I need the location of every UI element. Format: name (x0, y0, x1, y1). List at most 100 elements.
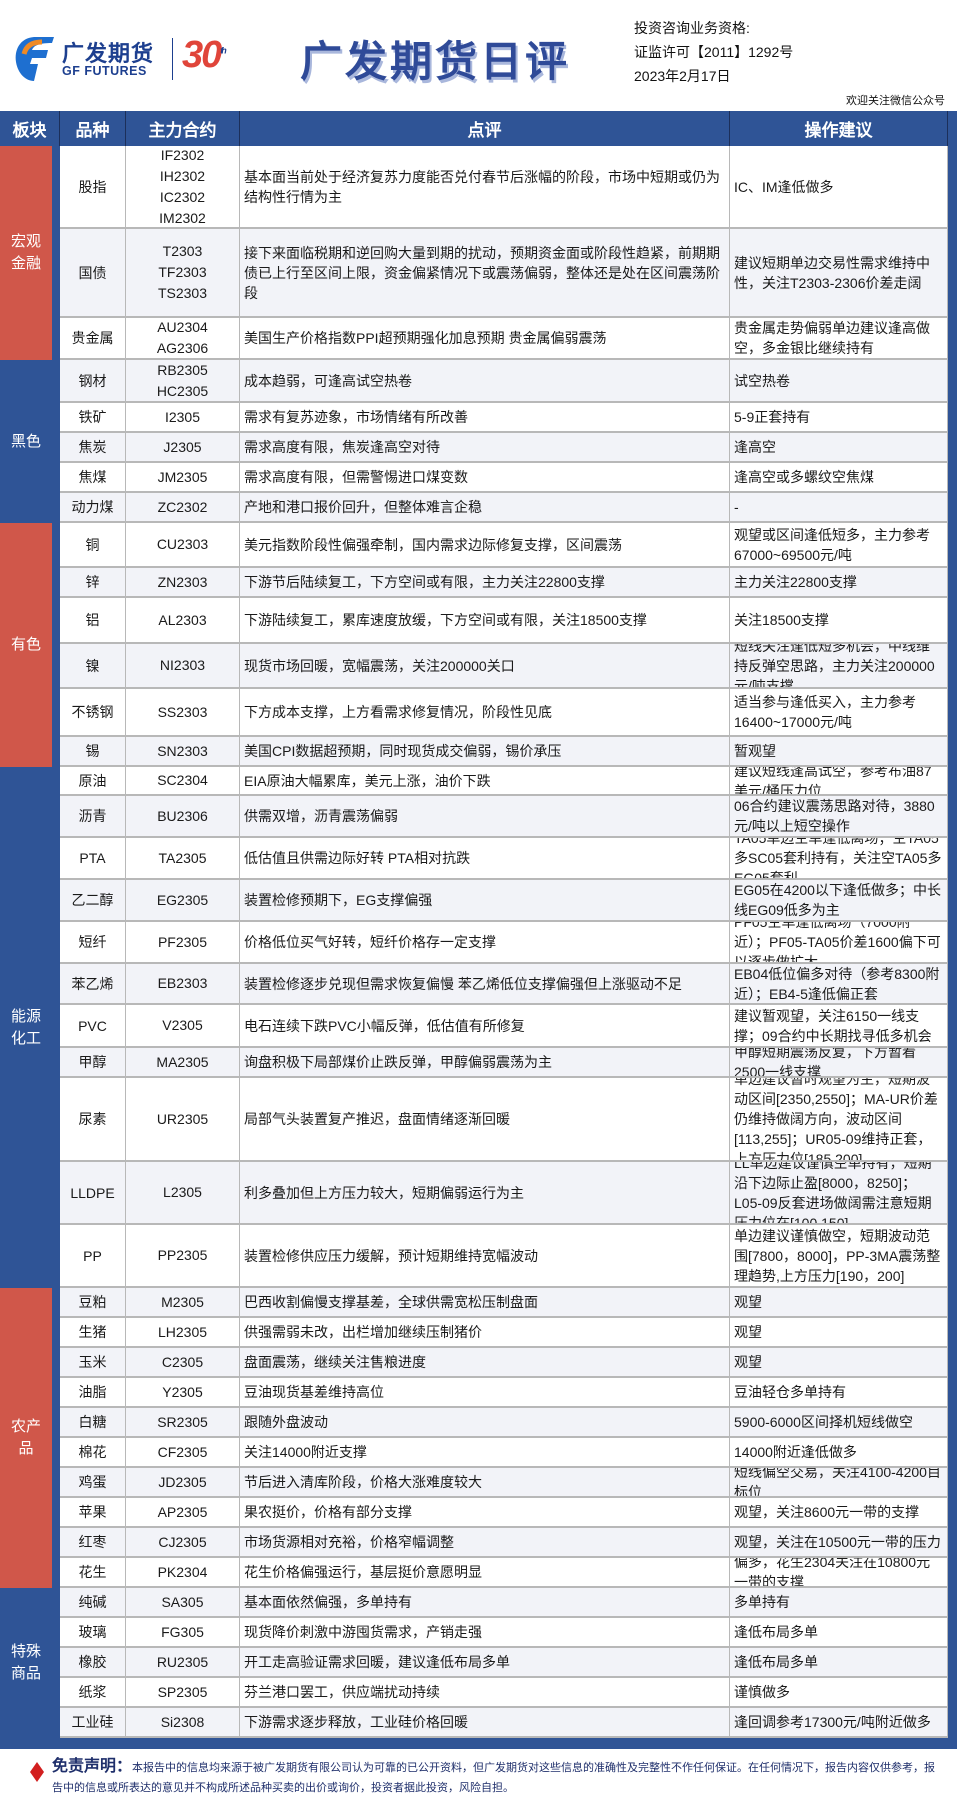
contract-cell: SN2303 (126, 737, 240, 767)
contract-code: ZC2302 (157, 498, 208, 515)
comment-text: 基本面当前处于经济复苏力度能否兑付春节后涨幅的阶段，市场中短期或仍为结构性行情为… (244, 168, 720, 205)
advice-cell: 短线关注逢低短多机会，中线维持反弹空思路，主力关注200000元/吨支撑 (730, 644, 948, 689)
comment-cell: 果农挺价，价格有部分支撑 (240, 1498, 730, 1528)
variety-cell: 国债 (60, 229, 126, 318)
variety-cell: 短纤 (60, 922, 126, 964)
comment-cell: 供强需弱未改，出栏增加继续压制猪价 (240, 1318, 730, 1348)
advice-text: 豆油轻仓多单持有 (734, 1384, 846, 1400)
advice-cell: - (730, 493, 948, 523)
comment-cell: 花生价格偏强运行，基层挺价意愿明显 (240, 1558, 730, 1588)
variety-cell: 锡 (60, 737, 126, 767)
contract-cell: FG305 (126, 1618, 240, 1648)
advice-cell: 06合约建议震荡思路对待，3880元/吨以上短空操作 (730, 796, 948, 838)
contract-code: LH2305 (157, 1323, 208, 1340)
comment-text: 开工走高验证需求回暖，建议逢低布局多单 (244, 1654, 510, 1670)
contract-cell: CF2305 (126, 1438, 240, 1468)
contract-cell: JD2305 (126, 1468, 240, 1498)
comment-text: 现货市场回暖，宽幅震荡，关注200000关口 (244, 657, 515, 674)
comment-cell: 现货降价刺激中游囤货需求，产销走强 (240, 1618, 730, 1648)
advice-text: LL单边建议谨慎空单持有，短期沿下边际止盈[8000，8250]；L05-09反… (734, 1162, 932, 1225)
contract-cell: UR2305 (126, 1078, 240, 1162)
contract-cell: SR2305 (126, 1408, 240, 1438)
contract-cell: ZC2302 (126, 493, 240, 523)
comment-cell: 成本趋弱，可逢高试空热卷 (240, 360, 730, 403)
sector-cell: 特殊商品 (0, 1588, 52, 1738)
sector-cell: 能源化工 (0, 767, 52, 1288)
contract-cell: MA2305 (126, 1048, 240, 1078)
variety-cell: 鸡蛋 (60, 1468, 126, 1498)
variety-cell: 动力煤 (60, 493, 126, 523)
qualification-label: 投资咨询业务资格: (634, 20, 750, 36)
advice-cell: 观望，关注在10500元一带的压力 (730, 1528, 948, 1558)
advice-cell: 偏多，花生2304关注在10800元一带的支撑 (730, 1558, 948, 1588)
comment-text: 供需双增，沥青震荡偏弱 (244, 808, 398, 824)
advice-text: 主力关注22800支撑 (734, 574, 857, 590)
comment-text: 市场货源相对充裕，价格窄幅调整 (244, 1534, 454, 1550)
contract-cell: SS2303 (126, 689, 240, 737)
advice-cell: 逢低布局多单 (730, 1648, 948, 1678)
variety-cell: 原油 (60, 767, 126, 796)
contract-code: V2305 (162, 1017, 203, 1033)
comment-text: 局部气头装置复产推迟，盘面情绪逐渐回暖 (244, 1111, 510, 1127)
contract-code: TA2305 (158, 849, 207, 866)
contract-code: I2305 (164, 408, 201, 425)
contract-code: J2305 (163, 438, 202, 455)
variety-cell: 纸浆 (60, 1678, 126, 1708)
comment-text: 需求高度有限，焦炭逢高空对待 (244, 439, 440, 455)
anniversary-badge: 30th (182, 34, 227, 76)
advice-cell: 短线偏空交易，关注4100-4200目标位 (730, 1468, 948, 1498)
variety-cell: 豆粕 (60, 1288, 126, 1318)
contract-code: AP2305 (157, 1503, 208, 1520)
advice-text: 单边建议暂时观望为主，短期波动区间[2350,2550]；MA-UR价差仍维持做… (734, 1078, 938, 1162)
advice-text: 5900-6000区间择机短线做空 (734, 1414, 913, 1430)
variety-cell: 沥青 (60, 796, 126, 838)
comment-text: 盘面震荡，继续关注售粮进度 (244, 1354, 426, 1370)
gf-logo-icon (15, 37, 54, 81)
disclaimer: 免责声明：本报告中的信息均来源于被广发期货有限公司认为可靠的已公开资料，但广发期… (52, 1757, 942, 1798)
contract-code: IM2302 (159, 209, 206, 226)
comment-cell: 芬兰港口罢工，供应端扰动持续 (240, 1678, 730, 1708)
comment-text: 装置检修供应压力缓解，预计短期维持宽幅波动 (244, 1247, 538, 1264)
comment-text: 询盘积极下局部煤价止跌反弹，甲醇偏弱震荡为主 (244, 1054, 552, 1070)
comment-text: 利多叠加但上方压力较大，短期偏弱运行为主 (244, 1184, 524, 1201)
comment-text: 接下来面临税期和逆回购大量到期的扰动，预期资金面或阶段性趋紧，前期期债已上行至区… (244, 244, 720, 301)
comment-cell: 盘面震荡，继续关注售粮进度 (240, 1348, 730, 1378)
advice-text: 14000附近逢低做多 (734, 1444, 857, 1460)
contract-code: TF2303 (158, 264, 207, 280)
contract-code: HC2305 (156, 382, 209, 399)
comment-text: 需求有复苏迹象，市场情绪有所改善 (244, 409, 468, 425)
variety-cell: 焦煤 (60, 463, 126, 493)
contract-cell: RB2305 HC2305 (126, 360, 240, 403)
variety-cell: 乙二醇 (60, 880, 126, 922)
comment-text: 下游节后陆续复工，下方空间或有限，主力关注22800支撑 (244, 574, 605, 590)
variety-cell: 花生 (60, 1558, 126, 1588)
advice-text: 建议短线逢高试空，参考布油87美元/桶压力位 (734, 767, 932, 796)
logo-english-name: GF FUTURES (62, 64, 147, 78)
advice-text: 谨慎做多 (734, 1684, 790, 1700)
contract-code: C2305 (161, 1353, 204, 1370)
advice-cell: 暂观望 (730, 737, 948, 767)
advice-cell: 观望，关注8600元一带的支撑 (730, 1498, 948, 1528)
contract-cell: AU2304 AG2306 (126, 318, 240, 360)
contract-cell: RU2305 (126, 1648, 240, 1678)
comment-cell: 接下来面临税期和逆回购大量到期的扰动，预期资金面或阶段性趋紧，前期期债已上行至区… (240, 229, 730, 318)
qualification-info: 投资咨询业务资格: 证监许可【2011】1292号 2023年2月17日 (634, 16, 793, 88)
advice-cell: 14000附近逢低做多 (730, 1438, 948, 1468)
disclaimer-label: 免责声明： (52, 1758, 133, 1775)
contract-cell: I2305 (126, 403, 240, 433)
advice-cell: 观望 (730, 1288, 948, 1318)
comment-text: 价格低位买气好转，短纤价格存一定支撑 (244, 934, 496, 950)
daily-review-table: 板块 品种 主力合约 点评 操作建议 股指 IF2302 IH2302 IC2302 IM2302… (0, 111, 957, 1749)
comment-cell: 美元指数阶段性偏强牵制，国内需求边际修复支撑，区间震荡 (240, 523, 730, 568)
variety-cell: 镍 (60, 644, 126, 689)
advice-cell: 单边建议暂时观望为主，短期波动区间[2350,2550]；MA-UR价差仍维持做… (730, 1078, 948, 1162)
comment-cell: 装置检修预期下，EG支撑偏强 (240, 880, 730, 922)
contract-cell: CU2303 (126, 523, 240, 568)
comment-cell: 利多叠加但上方压力较大，短期偏弱运行为主 (240, 1162, 730, 1225)
comment-cell: 局部气头装置复产推迟，盘面情绪逐渐回暖 (240, 1078, 730, 1162)
comment-text: 美国生产价格指数PPI超预期强化加息预期 贵金属偏弱震荡 (244, 330, 607, 346)
advice-text: 逢高空或多螺纹空焦煤 (734, 469, 874, 485)
advice-text: 观望 (734, 1354, 762, 1370)
advice-cell: EG05在4200以下逢低做多；中长线EG09低多为主 (730, 880, 948, 922)
contract-code: SS2303 (157, 703, 208, 720)
